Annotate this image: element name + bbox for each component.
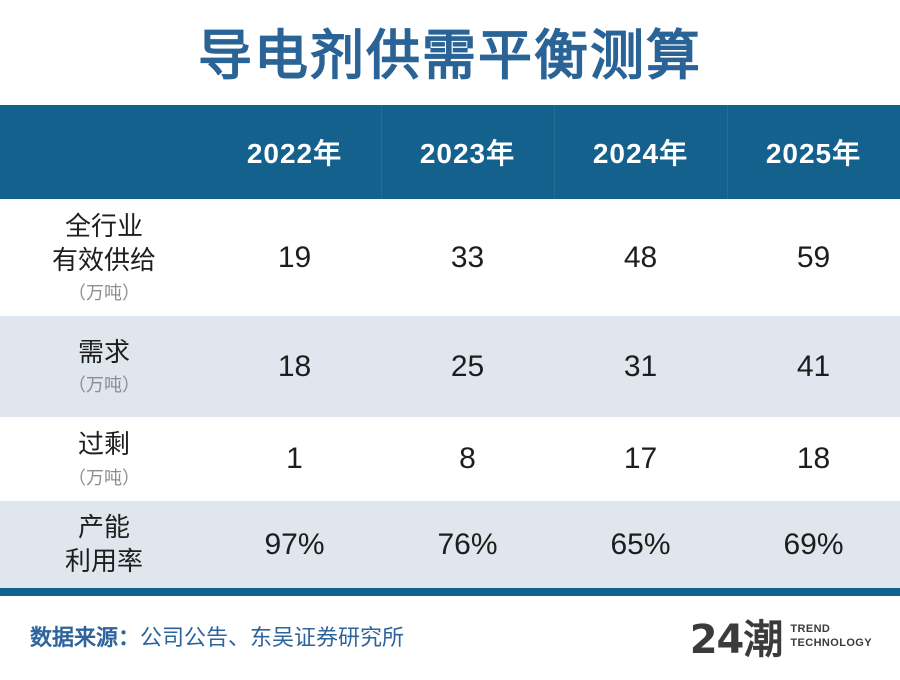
logo-24trend-mark: 24潮 [689,617,784,663]
value-cell: 17 [623,442,658,475]
row-label-demand: 需求 （万吨） [0,336,208,398]
page-title: 导电剂供需平衡测算 [198,26,702,86]
logo-subtitle-line: TECHNOLOGY [790,637,872,649]
row-label-line: 全行业 [64,210,143,241]
row-label-line: 过剩 [77,429,130,460]
column-header-2022: 2022年 [246,138,343,169]
value-cell: 97% [264,527,325,561]
column-header-2024: 2024年 [554,105,727,199]
row-label-line: 有效供给 [51,244,156,275]
table-row-supply: 全行业 有效供给 （万吨） 19 33 48 59 [0,199,900,316]
value-cell: 18 [277,349,312,383]
table-row-surplus: 过剩 （万吨） 1 8 17 18 [0,417,900,501]
data-source-note: 数据来源：公司公告、东吴证券研究所 [30,620,404,652]
supply-demand-table: 2022年 2023年 2024年 2025年 全行业 有效供给 （万吨） 19… [0,105,900,596]
row-unit-label: （万吨） [68,467,140,488]
row-label-utilization: 产能 利用率 [0,511,208,579]
row-label-line: 需求 [77,336,130,367]
table-bottom-accent-bar [0,588,900,596]
header-label-spacer [0,105,208,199]
value-cell: 69% [783,527,844,561]
value-cell: 1 [286,442,303,475]
footer: 数据来源：公司公告、东吴证券研究所 24潮 TREND TECHNOLOGY [0,612,900,663]
value-cell: 65% [610,527,671,561]
value-cell: 19 [277,240,312,274]
row-label-line: 产能 [77,511,130,542]
logo-subtitle: TREND TECHNOLOGY [790,622,872,651]
value-cell: 48 [623,240,658,274]
row-label-supply: 全行业 有效供给 （万吨） [0,210,208,306]
data-source-label: 数据来源： [30,625,141,650]
row-unit-label: （万吨） [68,375,140,396]
data-source-text: 公司公告、东吴证券研究所 [140,625,405,650]
value-cell: 41 [796,349,831,383]
table-row-utilization: 产能 利用率 97% 76% 65% 69% [0,501,900,588]
row-unit-label: （万吨） [68,283,140,304]
value-cell: 25 [450,349,485,383]
value-cell: 33 [450,240,485,274]
table-header-row: 2022年 2023年 2024年 2025年 [0,105,900,199]
column-header-2025: 2025年 [727,105,900,199]
brand-logo: 24潮 TREND TECHNOLOGY [690,607,872,665]
row-label-surplus: 过剩 （万吨） [0,428,208,490]
column-header-2023: 2023年 [381,105,554,199]
value-cell: 8 [459,442,476,475]
logo-subtitle-line: TREND [790,622,831,635]
value-cell: 18 [796,442,831,475]
value-cell: 76% [437,527,498,561]
table-row-demand: 需求 （万吨） 18 25 31 41 [0,316,900,417]
value-cell: 31 [623,349,658,383]
value-cell: 59 [796,240,831,274]
row-label-line: 利用率 [64,545,143,576]
